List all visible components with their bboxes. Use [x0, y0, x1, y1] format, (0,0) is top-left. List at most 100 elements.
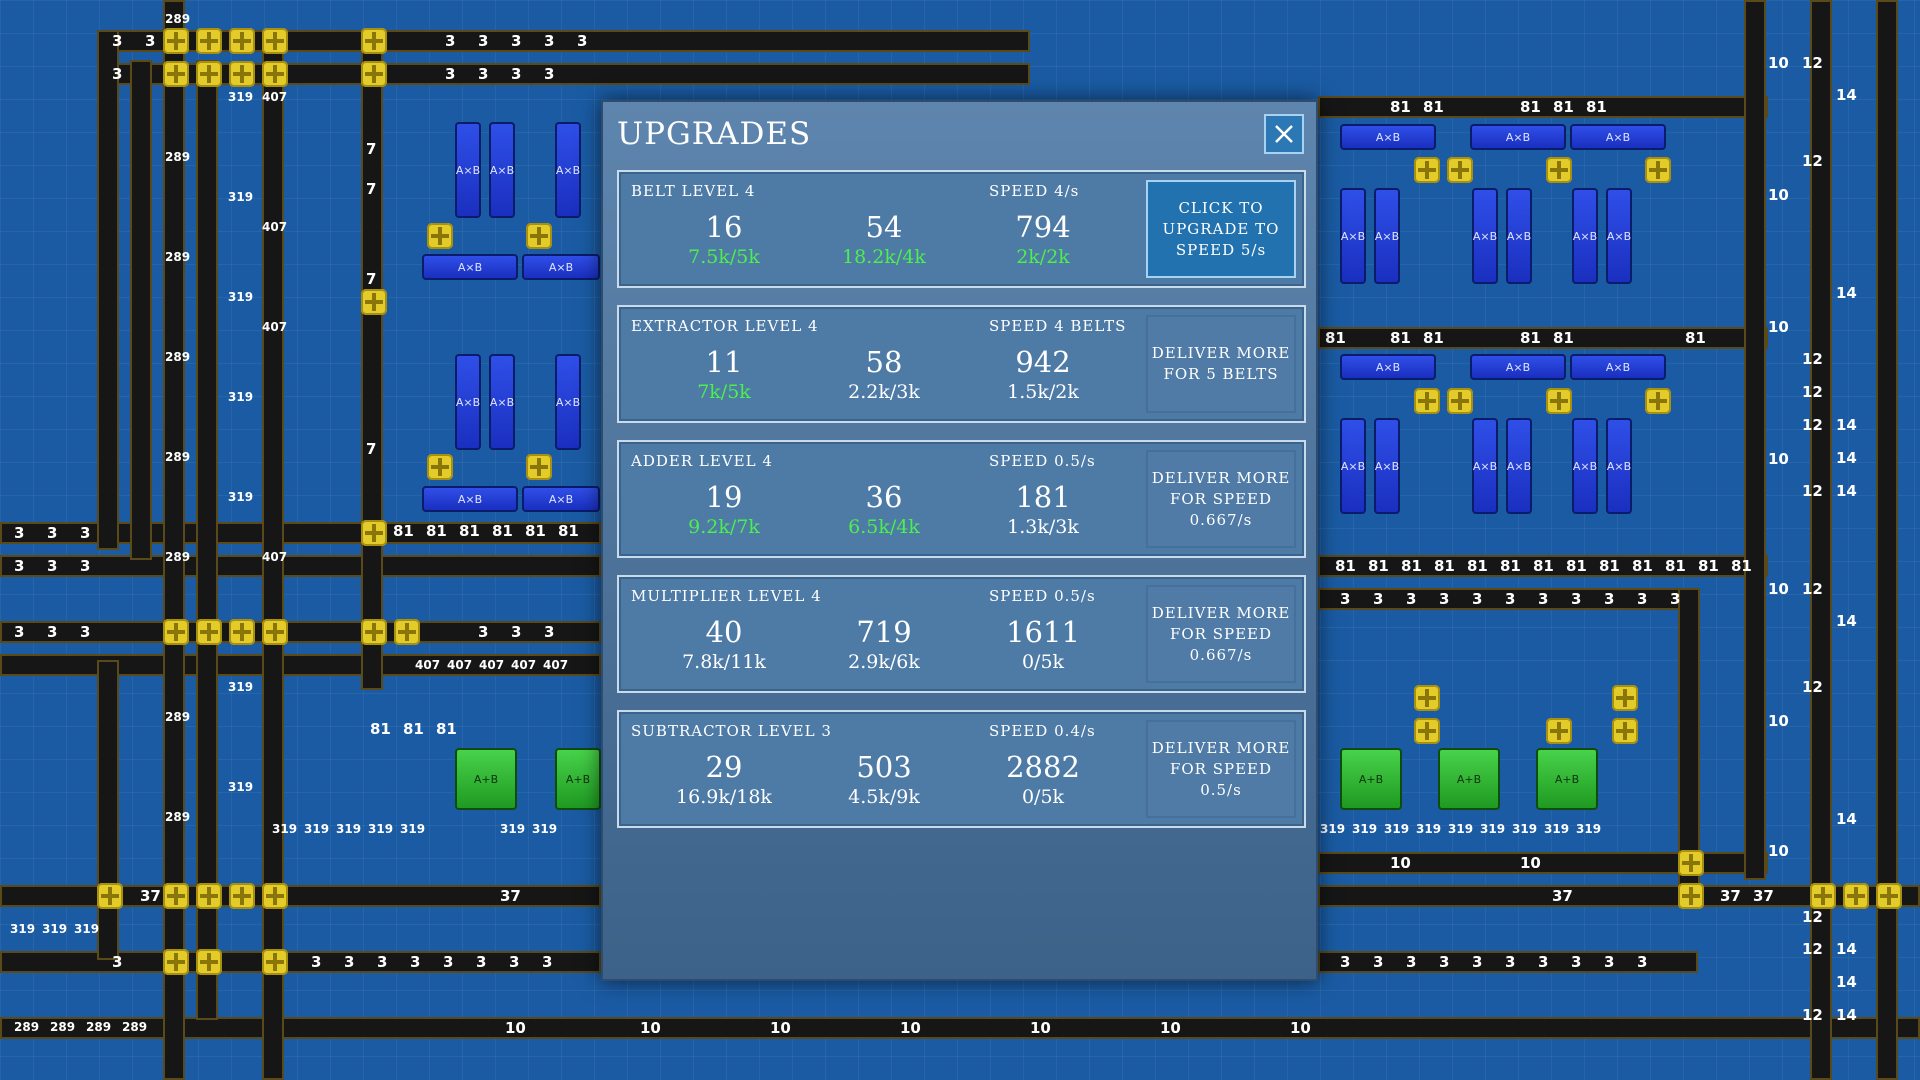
belt[interactable]	[1318, 951, 1698, 973]
multiplier-machine[interactable]: A×B	[422, 486, 518, 512]
belt[interactable]	[1318, 327, 1768, 349]
adder-machine[interactable]: A+B	[555, 748, 601, 810]
multiplier-machine[interactable]: A×B	[1470, 354, 1566, 380]
junction[interactable]	[361, 520, 387, 546]
belt[interactable]	[1318, 96, 1768, 118]
multiplier-machine[interactable]: A×B	[1470, 124, 1566, 150]
junction[interactable]	[1414, 388, 1440, 414]
multiplier-machine[interactable]: A×B	[455, 122, 481, 218]
multiplier-machine[interactable]: A×B	[522, 486, 600, 512]
junction[interactable]	[526, 454, 552, 480]
junction[interactable]	[427, 454, 453, 480]
belt[interactable]	[97, 660, 119, 960]
multiplier-machine[interactable]: A×B	[1570, 124, 1666, 150]
belt[interactable]	[1318, 885, 1920, 907]
junction[interactable]	[1810, 883, 1836, 909]
junction[interactable]	[262, 949, 288, 975]
belt[interactable]	[1318, 555, 1768, 577]
belt[interactable]	[163, 0, 185, 1080]
junction[interactable]	[1546, 388, 1572, 414]
junction[interactable]	[262, 61, 288, 87]
junction[interactable]	[163, 61, 189, 87]
multiplier-machine[interactable]: A×B	[1606, 188, 1632, 284]
belt[interactable]	[0, 885, 601, 907]
multiplier-machine[interactable]: A×B	[1506, 188, 1532, 284]
junction[interactable]	[361, 61, 387, 87]
belt[interactable]	[0, 951, 601, 973]
junction[interactable]	[229, 619, 255, 645]
multiplier-machine[interactable]: A×B	[1472, 418, 1498, 514]
multiplier-machine[interactable]: A×B	[1374, 418, 1400, 514]
adder-machine[interactable]: A+B	[1536, 748, 1598, 810]
multiplier-machine[interactable]: A×B	[1340, 354, 1436, 380]
close-button[interactable]	[1264, 114, 1304, 154]
junction[interactable]	[361, 619, 387, 645]
junction[interactable]	[1447, 157, 1473, 183]
multiplier-machine[interactable]: A×B	[522, 254, 600, 280]
junction[interactable]	[229, 883, 255, 909]
multiplier-machine[interactable]: A×B	[455, 354, 481, 450]
multiplier-machine[interactable]: A×B	[1472, 188, 1498, 284]
junction[interactable]	[361, 28, 387, 54]
belt[interactable]	[1678, 588, 1700, 888]
deliver-more-button[interactable]: DELIVER MORE FOR 5 BELTS	[1146, 315, 1296, 413]
belt[interactable]	[196, 60, 218, 1020]
junction[interactable]	[196, 949, 222, 975]
junction[interactable]	[1876, 883, 1902, 909]
belt[interactable]	[0, 654, 601, 676]
junction[interactable]	[163, 28, 189, 54]
junction[interactable]	[229, 28, 255, 54]
belt[interactable]	[1810, 0, 1832, 1080]
deliver-more-button[interactable]: DELIVER MORE FOR SPEED 0.667/s	[1146, 450, 1296, 548]
junction[interactable]	[1414, 685, 1440, 711]
junction[interactable]	[1645, 157, 1671, 183]
junction[interactable]	[1612, 718, 1638, 744]
multiplier-machine[interactable]: A×B	[1572, 418, 1598, 514]
junction[interactable]	[1678, 883, 1704, 909]
junction[interactable]	[427, 223, 453, 249]
multiplier-machine[interactable]: A×B	[1374, 188, 1400, 284]
junction[interactable]	[1612, 685, 1638, 711]
multiplier-machine[interactable]: A×B	[422, 254, 518, 280]
belt[interactable]	[1744, 0, 1766, 880]
junction[interactable]	[163, 883, 189, 909]
multiplier-machine[interactable]: A×B	[555, 122, 581, 218]
junction[interactable]	[163, 949, 189, 975]
junction[interactable]	[262, 619, 288, 645]
multiplier-machine[interactable]: A×B	[1570, 354, 1666, 380]
junction[interactable]	[229, 61, 255, 87]
junction[interactable]	[361, 289, 387, 315]
junction[interactable]	[1447, 388, 1473, 414]
deliver-more-button[interactable]: DELIVER MORE FOR SPEED 0.5/s	[1146, 720, 1296, 818]
junction[interactable]	[163, 619, 189, 645]
junction[interactable]	[1645, 388, 1671, 414]
junction[interactable]	[526, 223, 552, 249]
junction[interactable]	[262, 28, 288, 54]
belt[interactable]	[361, 30, 383, 690]
junction[interactable]	[1546, 157, 1572, 183]
multiplier-machine[interactable]: A×B	[1506, 418, 1532, 514]
junction[interactable]	[1678, 850, 1704, 876]
belt[interactable]	[0, 555, 601, 577]
junction[interactable]	[1546, 718, 1572, 744]
junction[interactable]	[262, 883, 288, 909]
multiplier-machine[interactable]: A×B	[1340, 124, 1436, 150]
junction[interactable]	[196, 619, 222, 645]
belt[interactable]	[97, 30, 119, 550]
adder-machine[interactable]: A+B	[1438, 748, 1500, 810]
junction[interactable]	[196, 883, 222, 909]
belt[interactable]	[130, 60, 152, 560]
junction[interactable]	[1843, 883, 1869, 909]
multiplier-machine[interactable]: A×B	[489, 354, 515, 450]
multiplier-machine[interactable]: A×B	[489, 122, 515, 218]
adder-machine[interactable]: A+B	[1340, 748, 1402, 810]
multiplier-machine[interactable]: A×B	[1606, 418, 1632, 514]
junction[interactable]	[196, 28, 222, 54]
multiplier-machine[interactable]: A×B	[1572, 188, 1598, 284]
belt[interactable]	[1318, 852, 1768, 874]
upgrade-button[interactable]: CLICK TO UPGRADE TO SPEED 5/s	[1146, 180, 1296, 278]
adder-machine[interactable]: A+B	[455, 748, 517, 810]
multiplier-machine[interactable]: A×B	[555, 354, 581, 450]
junction[interactable]	[394, 619, 420, 645]
